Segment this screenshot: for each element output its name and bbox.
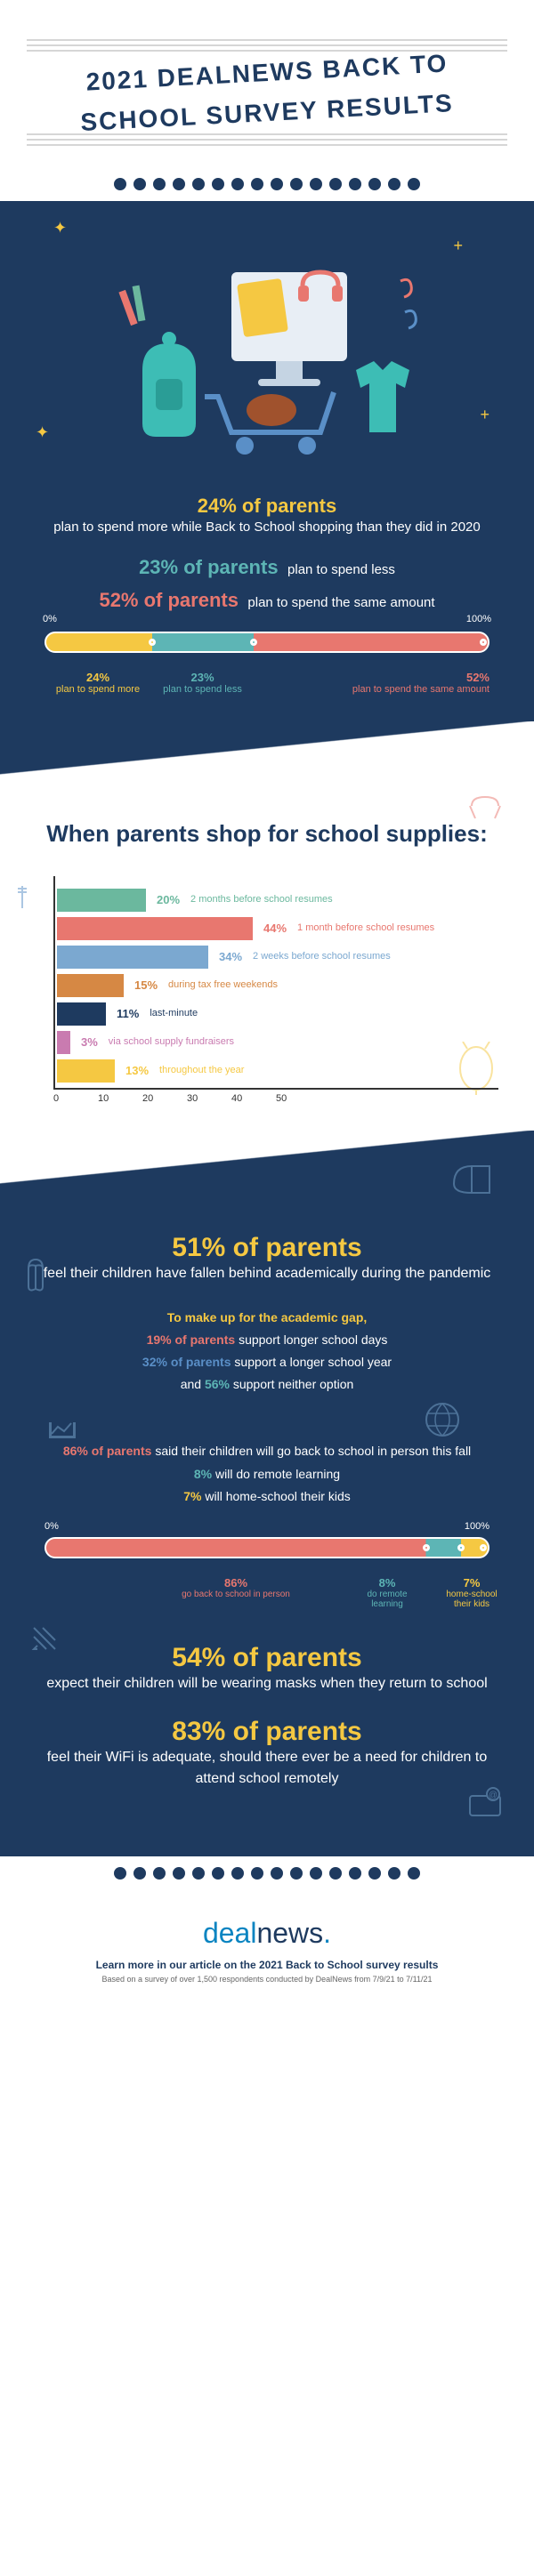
- page-title: 2021 DEALNEWS BACK TO SCHOOL SURVEY RESU…: [27, 55, 507, 130]
- stat-spend-same: 52% of parents plan to spend the same am…: [36, 589, 498, 614]
- stat-spend-less: 23% of parents plan to spend less: [36, 556, 498, 581]
- footer-cta: Learn more in our article on the 2021 Ba…: [18, 1959, 516, 1971]
- section-spending: ✦ + ✦ +: [0, 201, 534, 721]
- return-bar: [44, 1537, 490, 1558]
- stat-fallen-behind: 51% of parents feel their children have …: [36, 1233, 498, 1284]
- timing-bar-row: 15%during tax free weekends: [57, 974, 498, 997]
- header: 2021 DEALNEWS BACK TO SCHOOL SURVEY RESU…: [0, 0, 534, 167]
- timing-bar-row: 13%throughout the year: [57, 1059, 498, 1083]
- return-bar-labels: 86%go back to school in person 8%do remo…: [44, 1576, 490, 1621]
- dots-divider-bottom: [0, 1856, 534, 1890]
- stat-wifi: 83% of parents feel their WiFi is adequa…: [36, 1717, 498, 1790]
- timing-title: When parents shop for school supplies:: [36, 819, 498, 849]
- spending-bar-labels: 24%plan to spend more 23%plan to spend l…: [36, 671, 498, 695]
- timing-bar-row: 11%last-minute: [57, 1002, 498, 1026]
- hero-illustration: [36, 228, 498, 477]
- stat-spend-more: 24% of parents plan to spend more while …: [36, 495, 498, 538]
- footer: dealnews. Learn more in our article on t…: [0, 1890, 534, 2010]
- stat-academic-gap: To make up for the academic gap, 19% of …: [36, 1307, 498, 1397]
- dealnews-logo: dealnews.: [18, 1917, 516, 1950]
- spending-bar: [44, 632, 490, 653]
- section-timing: When parents shop for school supplies: 2…: [0, 775, 534, 1131]
- dots-divider: [0, 167, 534, 201]
- timing-bar-row: 34%2 weeks before school resumes: [57, 946, 498, 969]
- timing-bar-row: 44%1 month before school resumes: [57, 917, 498, 940]
- timing-bar-row: 3%via school supply fundraisers: [57, 1031, 498, 1054]
- stat-return-mode: 86% of parents said their children will …: [36, 1440, 498, 1508]
- stat-masks: 54% of parents expect their children wil…: [36, 1643, 498, 1695]
- timing-bar-row: 20%2 months before school resumes: [57, 889, 498, 912]
- section-academic: 51% of parents feel their children have …: [0, 1184, 534, 1856]
- footer-disclaimer: Based on a survey of over 1,500 responde…: [18, 1975, 516, 1984]
- svg-text:@: @: [489, 1791, 498, 1800]
- timing-chart: 20%2 months before school resumes 44%1 mo…: [36, 876, 498, 1104]
